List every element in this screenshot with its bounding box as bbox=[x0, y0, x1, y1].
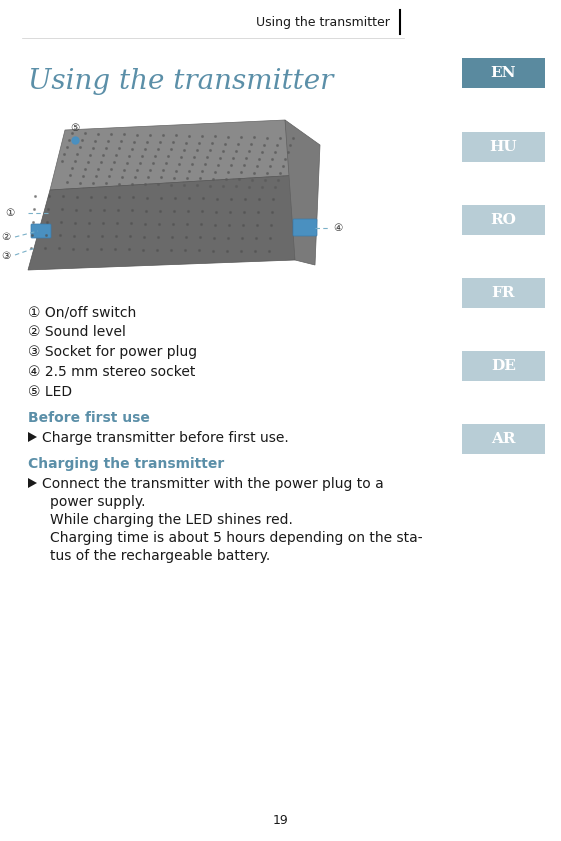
Text: ② Sound level: ② Sound level bbox=[28, 325, 126, 339]
FancyBboxPatch shape bbox=[293, 219, 317, 236]
Text: Using the transmitter: Using the transmitter bbox=[256, 15, 390, 29]
Text: While charging the LED shines red.: While charging the LED shines red. bbox=[50, 513, 293, 527]
Text: Before first use: Before first use bbox=[28, 411, 150, 425]
Text: HU: HU bbox=[490, 140, 517, 154]
Text: ⑤: ⑤ bbox=[70, 123, 80, 133]
FancyBboxPatch shape bbox=[462, 132, 545, 162]
Text: ①: ① bbox=[6, 208, 15, 218]
Polygon shape bbox=[285, 120, 320, 265]
Text: ③ Socket for power plug: ③ Socket for power plug bbox=[28, 345, 197, 359]
Text: power supply.: power supply. bbox=[50, 495, 145, 509]
Text: RO: RO bbox=[490, 213, 517, 227]
Text: Charging the transmitter: Charging the transmitter bbox=[28, 457, 224, 471]
FancyBboxPatch shape bbox=[462, 278, 545, 308]
Polygon shape bbox=[28, 175, 300, 270]
Text: Charging time is about 5 hours depending on the sta-: Charging time is about 5 hours depending… bbox=[50, 531, 422, 545]
Text: Connect the transmitter with the power plug to a: Connect the transmitter with the power p… bbox=[42, 477, 384, 491]
FancyBboxPatch shape bbox=[462, 351, 545, 381]
Text: tus of the rechargeable battery.: tus of the rechargeable battery. bbox=[50, 549, 270, 563]
Text: EN: EN bbox=[491, 66, 516, 80]
Text: FR: FR bbox=[492, 286, 515, 300]
FancyBboxPatch shape bbox=[462, 424, 545, 454]
Text: ②: ② bbox=[1, 232, 11, 242]
FancyBboxPatch shape bbox=[462, 58, 545, 88]
Text: ③: ③ bbox=[1, 251, 11, 261]
Polygon shape bbox=[28, 478, 37, 488]
Text: Using the transmitter: Using the transmitter bbox=[28, 68, 333, 95]
Text: ④: ④ bbox=[333, 223, 343, 233]
Text: AR: AR bbox=[491, 432, 516, 446]
Text: DE: DE bbox=[491, 359, 516, 373]
Text: 19: 19 bbox=[273, 813, 288, 827]
FancyBboxPatch shape bbox=[31, 224, 51, 238]
Text: ④ 2.5 mm stereo socket: ④ 2.5 mm stereo socket bbox=[28, 365, 195, 379]
Polygon shape bbox=[28, 432, 37, 442]
FancyBboxPatch shape bbox=[462, 205, 545, 235]
Polygon shape bbox=[50, 120, 300, 190]
Text: ⑤ LED: ⑤ LED bbox=[28, 385, 72, 399]
Text: Charge transmitter before first use.: Charge transmitter before first use. bbox=[42, 431, 289, 445]
Text: ① On/off switch: ① On/off switch bbox=[28, 305, 136, 319]
